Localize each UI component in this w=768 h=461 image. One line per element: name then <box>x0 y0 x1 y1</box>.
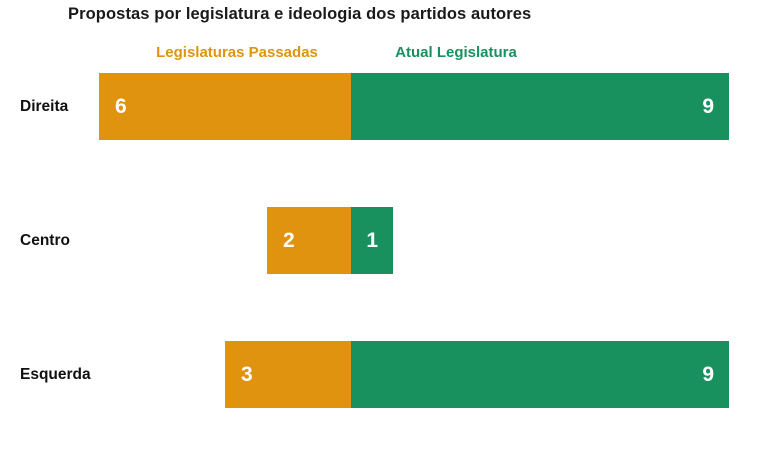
category-label-esquerda: Esquerda <box>20 366 91 383</box>
value-label-current-esquerda: 9 <box>702 363 714 386</box>
bar-segment-current-direita: 9 <box>351 73 729 140</box>
bar-segment-past-direita: 6 <box>99 73 351 140</box>
value-label-past-centro: 2 <box>283 229 295 252</box>
legend-item-past: Legislaturas Passadas <box>156 44 318 61</box>
value-label-past-esquerda: 3 <box>241 363 253 386</box>
value-label-current-centro: 1 <box>366 229 378 252</box>
category-label-direita: Direita <box>20 98 69 115</box>
value-label-current-direita: 9 <box>702 95 714 118</box>
bar-segment-current-esquerda: 9 <box>351 341 729 408</box>
chart-title: Propostas por legislatura e ideologia do… <box>68 5 532 23</box>
bar-segment-past-esquerda: 3 <box>225 341 351 408</box>
bar-segment-current-centro: 1 <box>351 207 393 274</box>
value-label-past-direita: 6 <box>115 95 127 118</box>
legend-item-current: Atual Legislatura <box>395 44 517 61</box>
bar-segment-past-centro: 2 <box>267 207 351 274</box>
category-label-centro: Centro <box>20 232 70 249</box>
